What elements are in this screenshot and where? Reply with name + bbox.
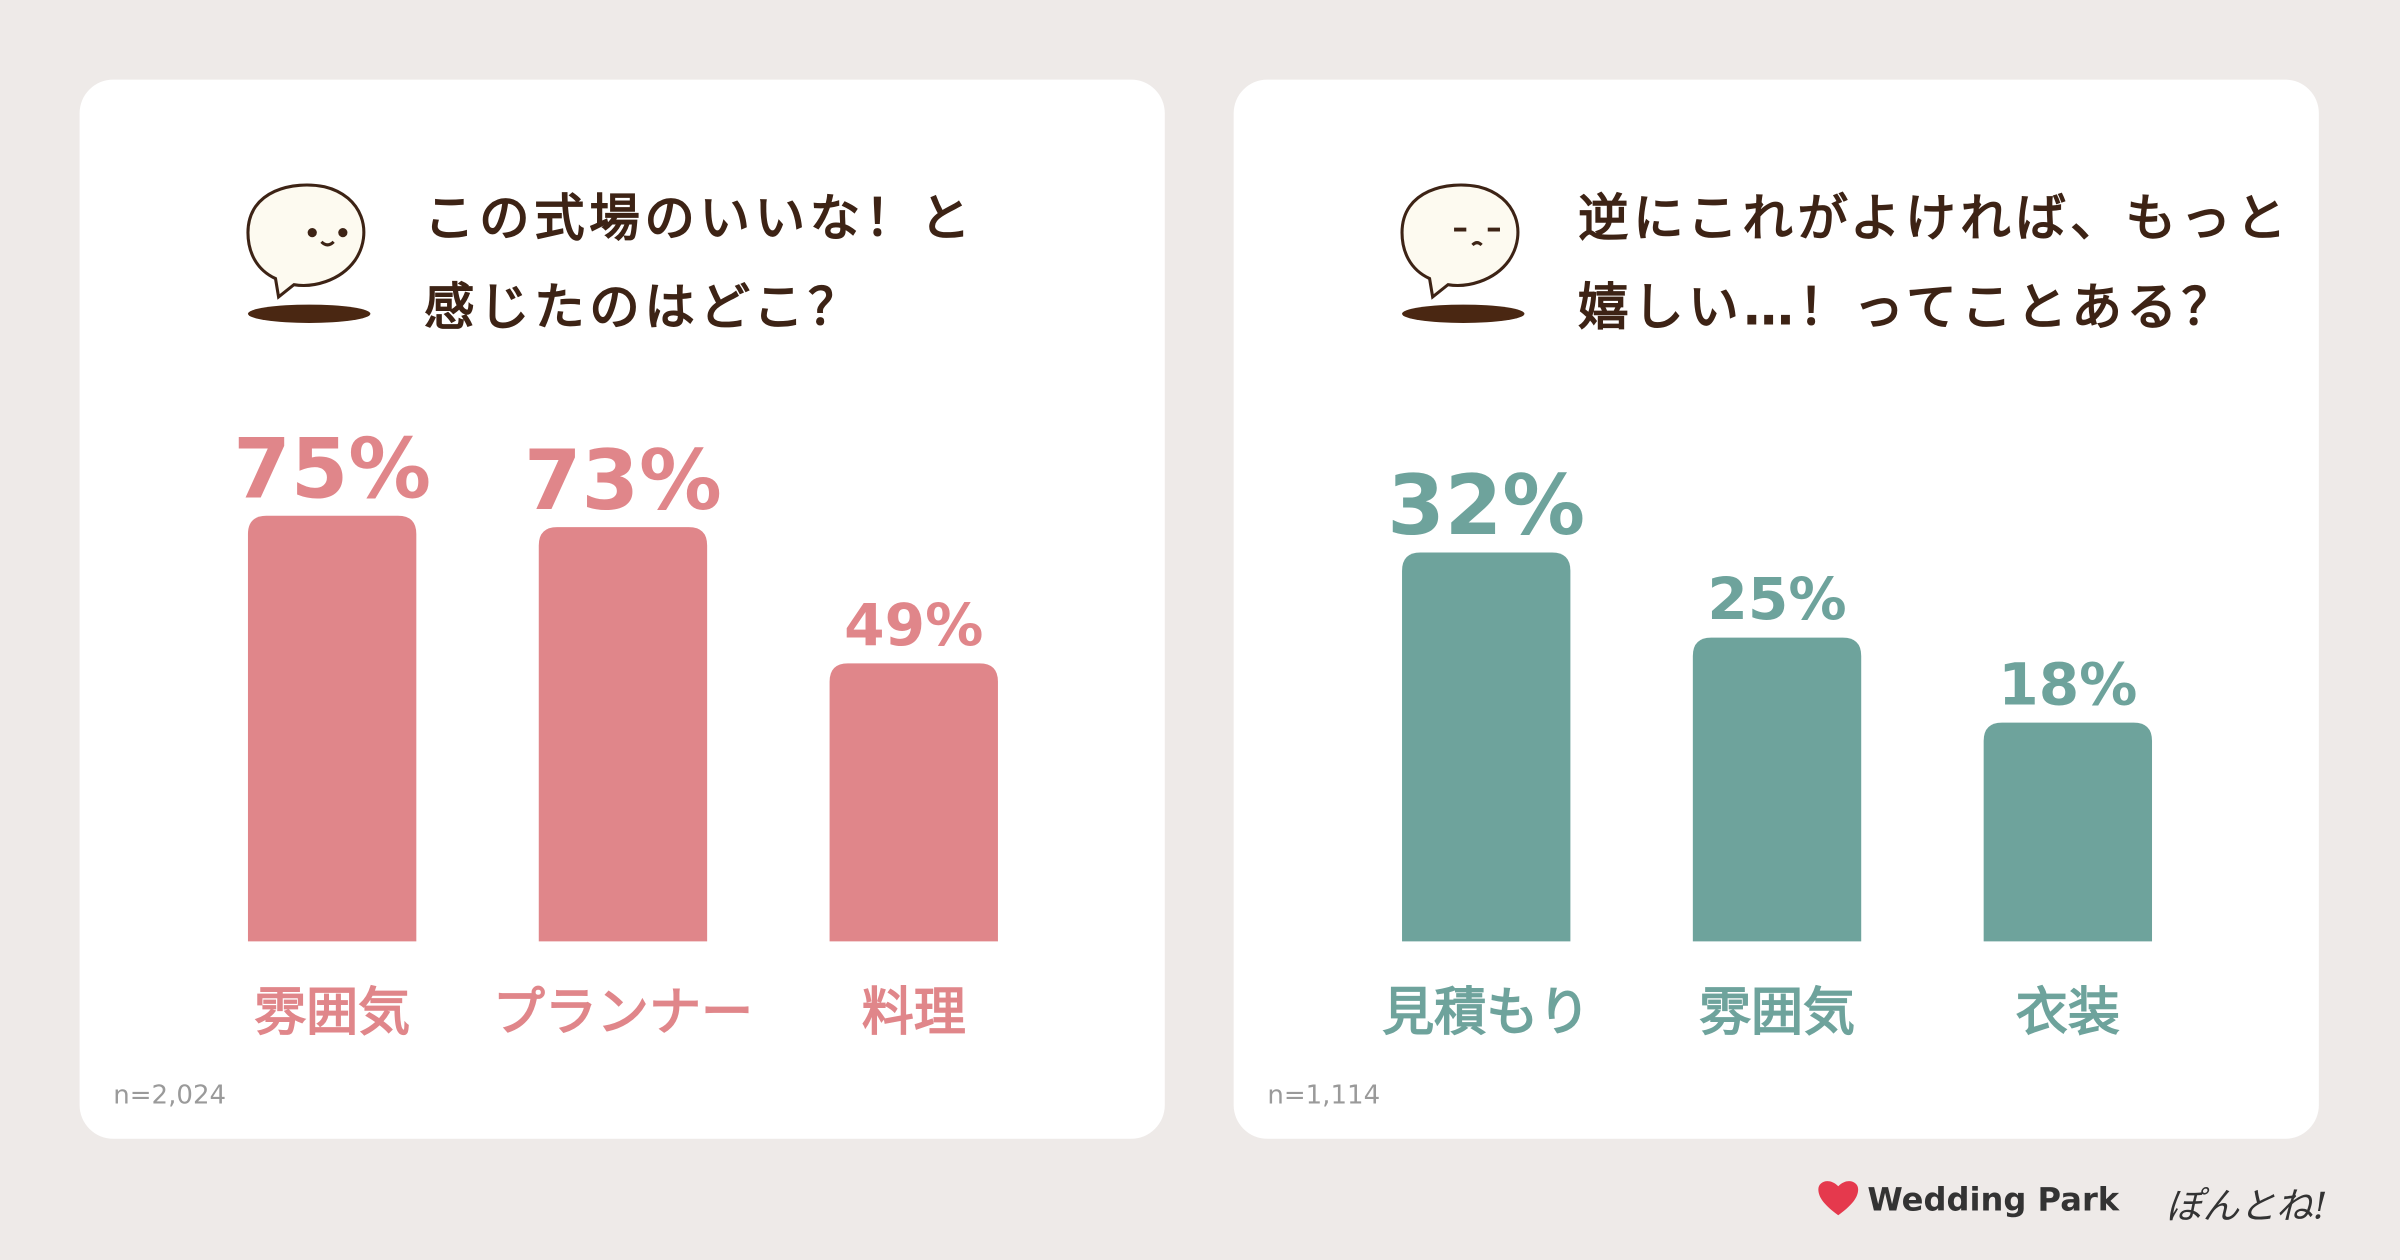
category-label: 見積もり — [1382, 983, 1590, 1043]
bar — [538, 527, 708, 942]
category-label: プランナー — [493, 983, 753, 1043]
value-label: 32% — [1387, 458, 1585, 554]
chart-title: この式場のいいな！と 感じたのはどこ？ — [423, 188, 975, 337]
brand-name: Wedding Park — [1867, 1181, 2120, 1219]
brand-heart — [1818, 1181, 1859, 1216]
bar — [1692, 637, 1862, 942]
category-label: 料理 — [862, 983, 966, 1043]
category-label: 雰囲気 — [1699, 983, 1855, 1043]
sample-size: n=1,114 — [1267, 1080, 1381, 1112]
bar — [247, 515, 417, 942]
chart-title: 逆にこれがよければ、もっと 嬉しい…！ってことある？ — [1578, 188, 2291, 337]
sample-size: n=2,024 — [113, 1080, 227, 1112]
chart-card: 75% 雰囲気 73% プランナー 49% 料理 この式場のいいな！と 感じたのはどこ？ … — [79, 79, 1165, 1139]
category-label: 雰囲気 — [254, 983, 410, 1043]
mascot-icon — [1400, 183, 1525, 323]
value-label: 49% — [844, 591, 983, 659]
category-label: 衣装 — [2016, 983, 2120, 1043]
brand-tagline: ぽんとね! — [2165, 1184, 2328, 1228]
bar — [829, 663, 998, 942]
chart: 32% 見積もり 25% 雰囲気 18% 衣装 — [1382, 183, 2153, 1043]
value-label: 75% — [233, 421, 431, 517]
bar — [1402, 552, 1571, 942]
mascot-icon — [246, 183, 371, 323]
bar — [1983, 722, 2153, 942]
chart: 75% 雰囲気 73% プランナー 49% 料理 — [233, 183, 998, 1043]
value-label: 73% — [524, 433, 722, 529]
value-label: 18% — [1998, 650, 2137, 718]
value-label: 25% — [1707, 565, 1846, 633]
chart-card: 32% 見積もり 25% 雰囲気 18% 衣装 逆にこれがよければ、もっと 嬉しい…！って… — [1233, 79, 2319, 1139]
